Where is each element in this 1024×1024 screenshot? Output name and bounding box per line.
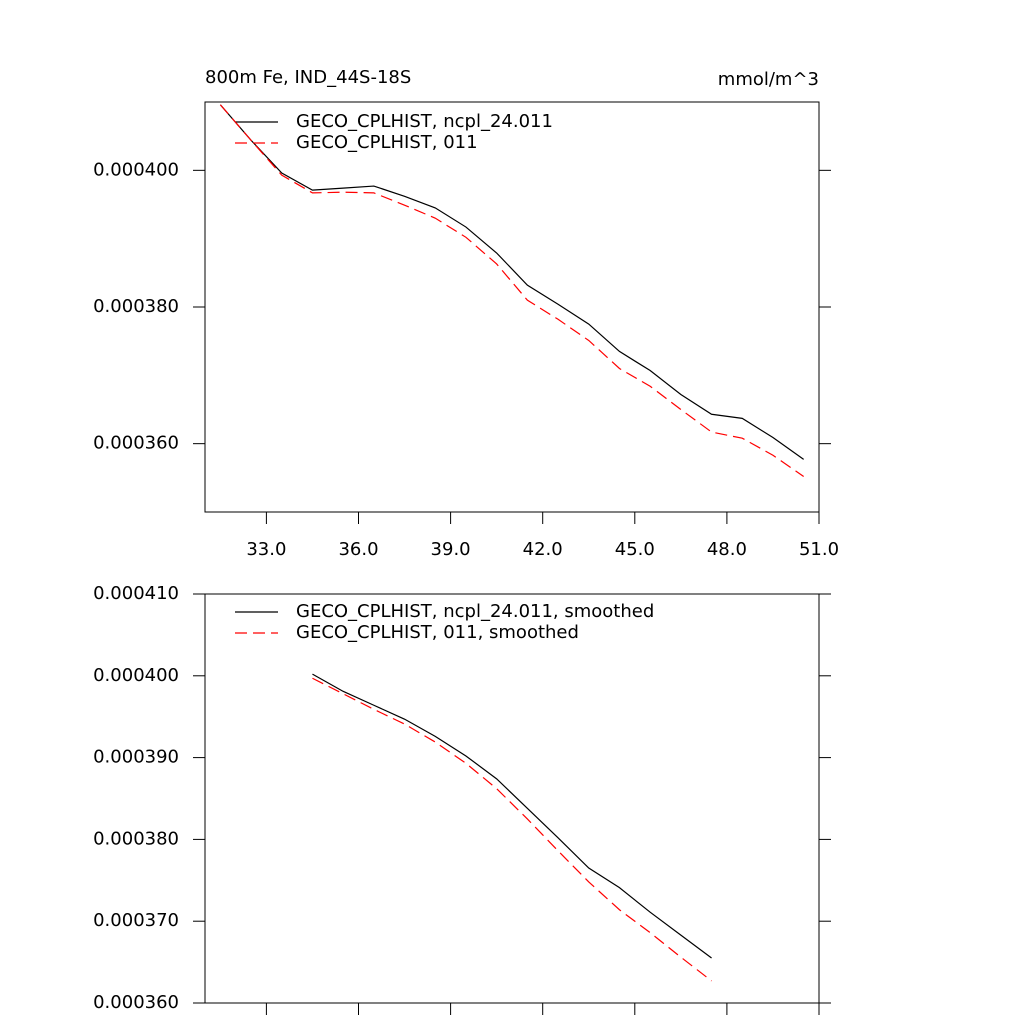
x-tick-label: 51.0 [799, 539, 839, 560]
x-tick-label: 39.0 [431, 539, 471, 560]
x-tick-label: 36.0 [338, 539, 378, 560]
series-line [219, 104, 804, 460]
y-tick-label: 0.000370 [93, 910, 179, 931]
y-tick-label: 0.000400 [93, 159, 179, 180]
y-tick-label: 0.000400 [93, 665, 179, 686]
legend-label: GECO_CPLHIST, ncpl_24.011, smoothed [296, 601, 654, 622]
legend-label: GECO_CPLHIST, ncpl_24.011 [296, 111, 553, 132]
y-tick-label: 0.000380 [93, 828, 179, 849]
legend-label: GECO_CPLHIST, 011 [296, 132, 478, 153]
y-tick-label: 0.000380 [93, 296, 179, 317]
y-tick-label: 0.000390 [93, 747, 179, 768]
series-line [219, 104, 804, 477]
series-line [312, 673, 712, 959]
plot-frame [204, 101, 820, 513]
units-label: mmol/m^3 [718, 69, 819, 90]
plot-frame [204, 593, 820, 1004]
x-tick-label: 48.0 [707, 539, 747, 560]
x-tick-label: 33.0 [246, 539, 286, 560]
legend-label: GECO_CPLHIST, 011, smoothed [296, 622, 579, 643]
x-tick-label: 45.0 [615, 539, 655, 560]
series-line [312, 677, 712, 982]
y-tick-label: 0.000410 [93, 583, 179, 604]
x-tick-label: 42.0 [523, 539, 563, 560]
chart-title: 800m Fe, IND_44S-18S [205, 67, 411, 88]
y-tick-label: 0.000360 [93, 992, 179, 1013]
y-tick-label: 0.000360 [93, 433, 179, 454]
